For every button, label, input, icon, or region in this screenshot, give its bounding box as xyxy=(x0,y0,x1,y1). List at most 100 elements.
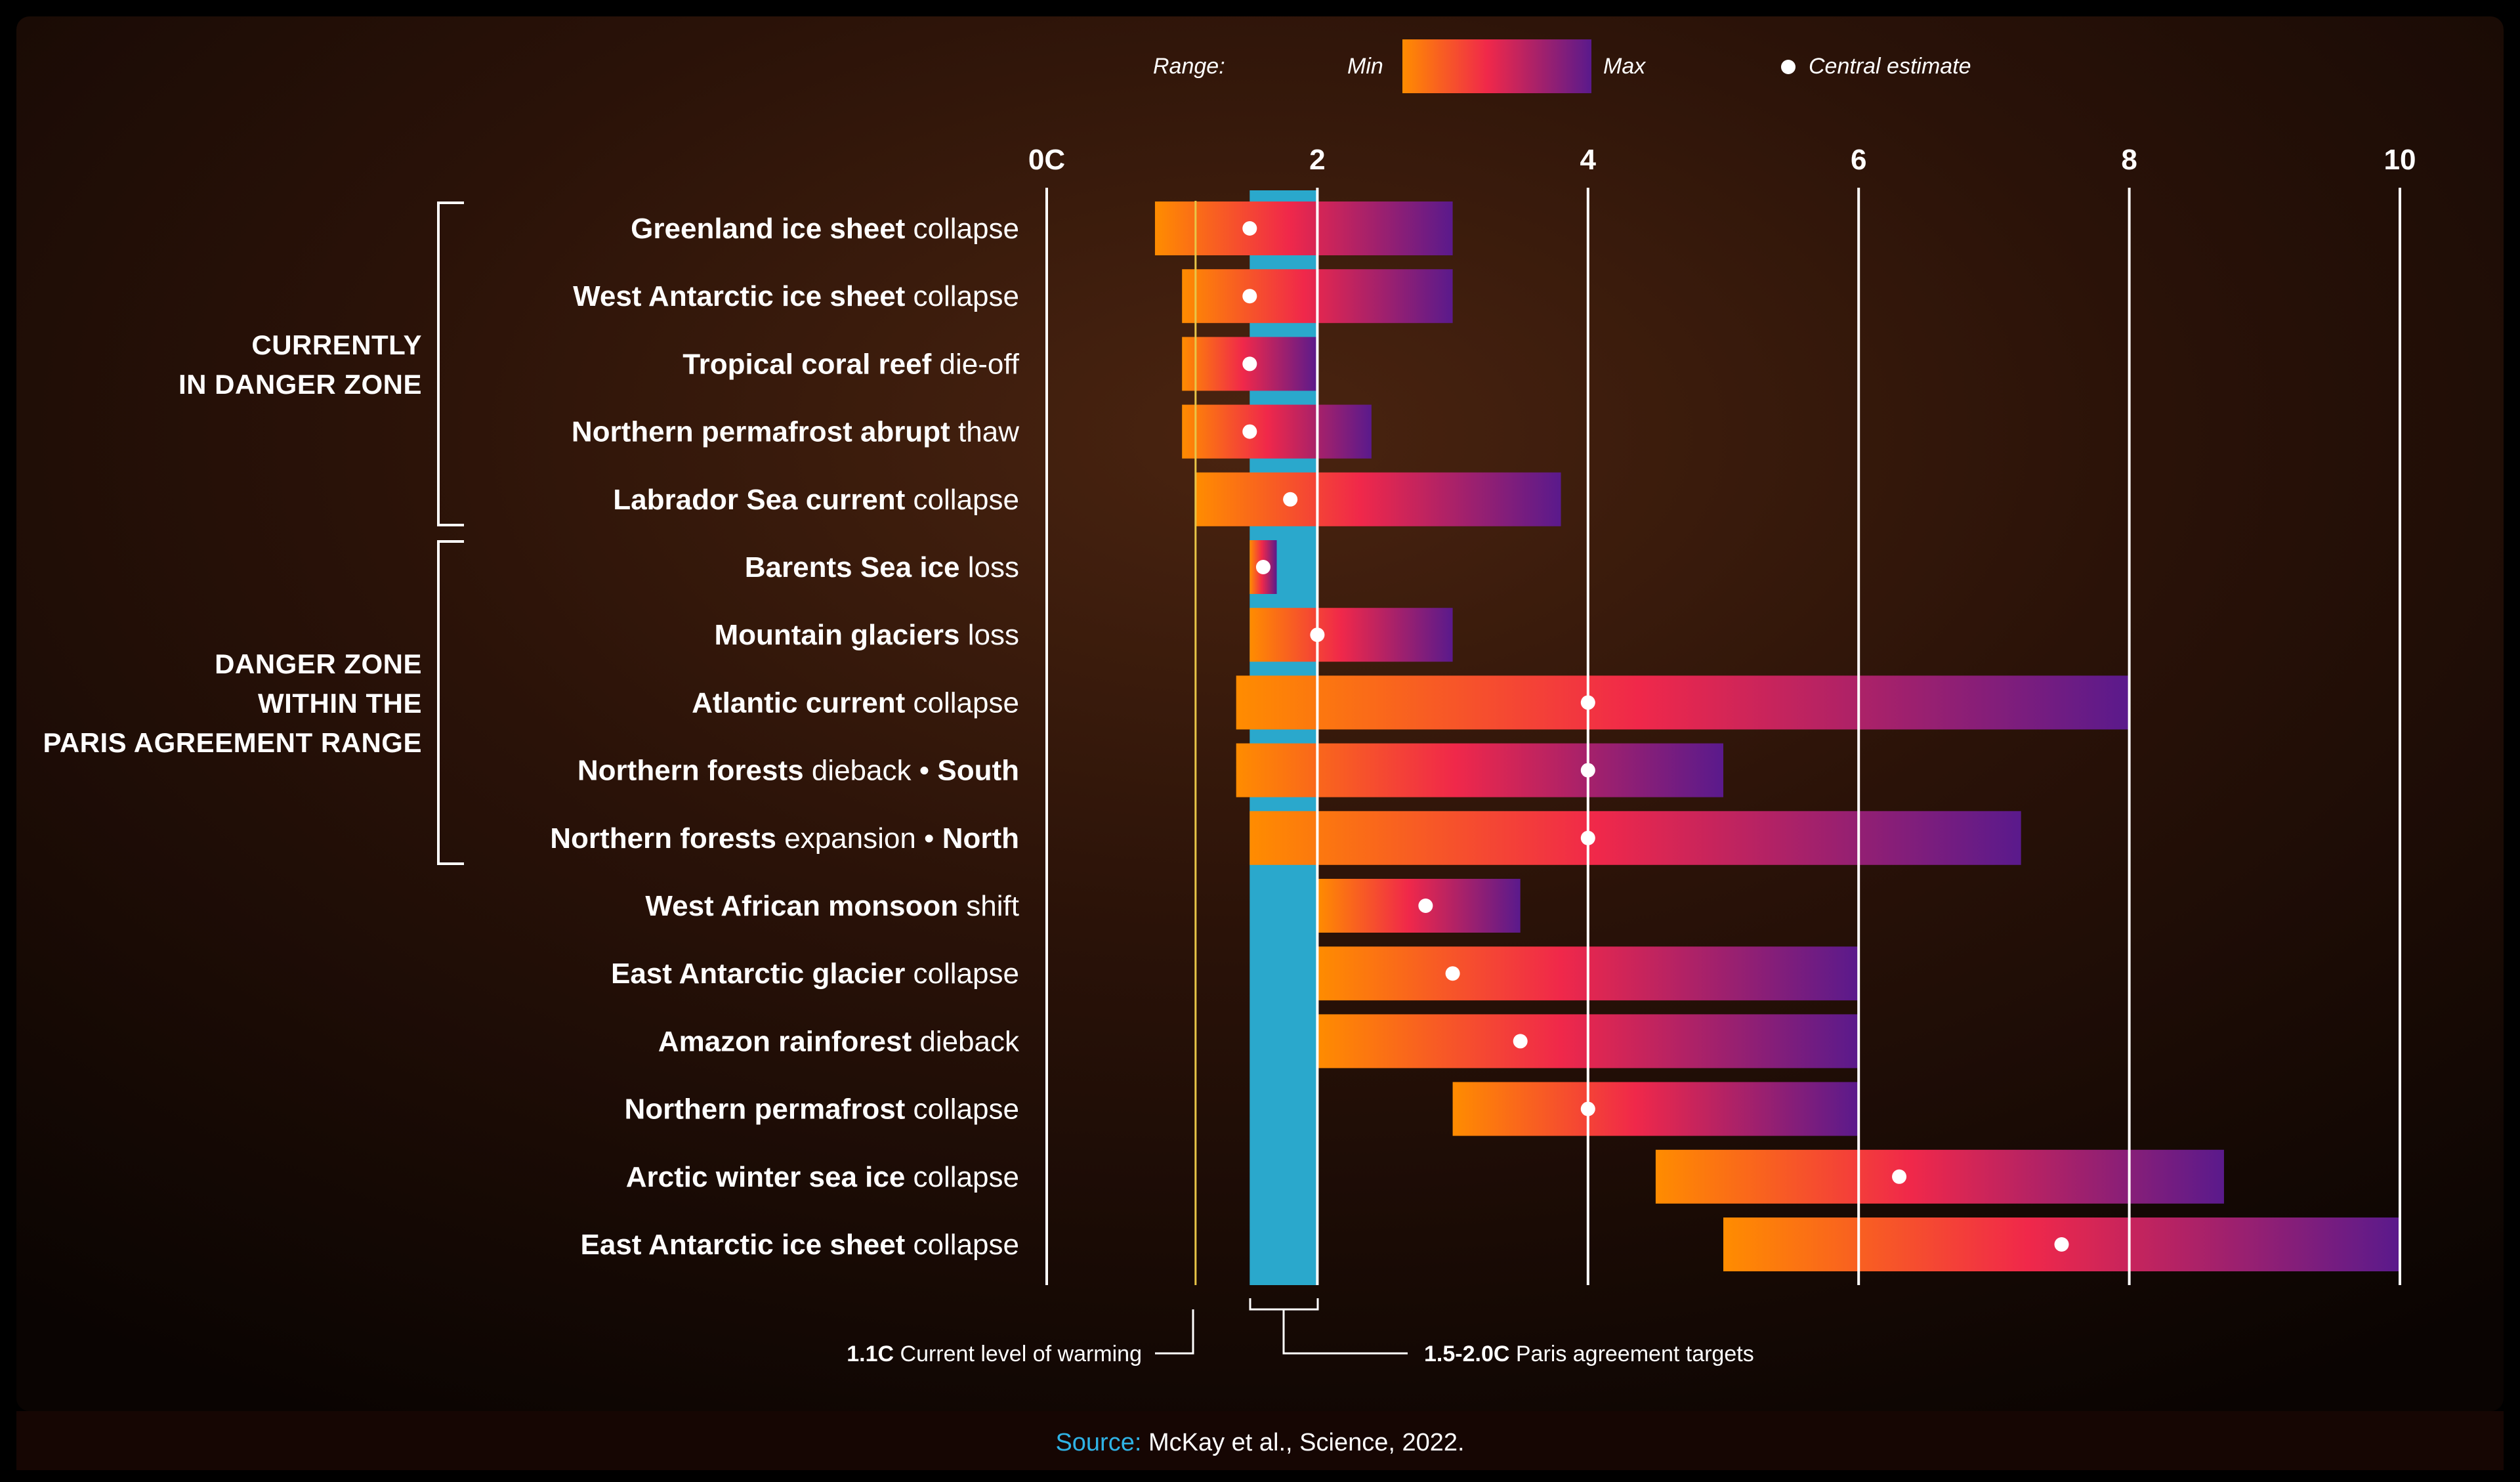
bracket-currently xyxy=(437,201,464,526)
row-label-bold: Mountain glaciers xyxy=(714,619,959,651)
central-estimate-dot xyxy=(1242,221,1257,236)
range-bar xyxy=(1452,1082,1859,1136)
row-label-bold: East Antarctic ice sheet xyxy=(581,1229,906,1261)
annotation-current-value: 1.1C xyxy=(847,1342,894,1366)
row-label-rest: thaw xyxy=(950,416,1019,448)
row-label: Greenland ice sheet collapse xyxy=(631,213,1019,245)
range-bar xyxy=(1154,201,1453,255)
group-paris: DANGER ZONE WITHIN THE PARIS AGREEMENT R… xyxy=(43,540,464,865)
row-label-bold: Atlantic current xyxy=(692,687,906,719)
row-label-rest: dieback xyxy=(912,1025,1020,1057)
row-label: Mountain glaciers loss xyxy=(714,619,1019,651)
source-bar xyxy=(16,1411,2504,1470)
bars-layer xyxy=(1154,201,2400,1271)
annotation-current-label: Current level of warming xyxy=(894,1342,1142,1366)
row-label: Northern permafrost collapse xyxy=(624,1093,1019,1126)
central-estimate-dot xyxy=(1445,966,1460,981)
source-prefix: Source: xyxy=(1055,1429,1141,1456)
x-tick-label: 6 xyxy=(1851,144,1866,176)
row-label: Barents Sea ice loss xyxy=(745,551,1019,583)
row-label-rest: collapse xyxy=(905,280,1019,312)
x-tick-label: 0C xyxy=(1028,144,1065,176)
row-label-rest: expansion • xyxy=(776,822,942,855)
central-estimate-dot xyxy=(1310,627,1325,643)
x-tick-label: 4 xyxy=(1580,144,1597,176)
range-bar xyxy=(1236,743,1723,797)
central-estimate-dot xyxy=(2054,1237,2069,1252)
x-tick-label: 2 xyxy=(1309,144,1325,176)
row-label-rest: collapse xyxy=(905,1161,1019,1193)
row-label: Atlantic current collapse xyxy=(692,687,1019,719)
row-label: Labrador Sea current collapse xyxy=(613,484,1019,516)
central-estimate-dot xyxy=(1255,560,1270,574)
legend-gradient-swatch xyxy=(1402,39,1591,93)
central-estimate-dot xyxy=(1418,899,1433,913)
row-label-rest: shift xyxy=(958,890,1019,922)
central-estimate-dot xyxy=(1242,289,1257,304)
central-estimate-dot xyxy=(1242,356,1257,371)
row-label-rest: die-off xyxy=(931,348,1019,380)
legend: Range: Min Max Central estimate xyxy=(1153,39,1971,93)
group-paris-line3: PARIS AGREEMENT RANGE xyxy=(43,727,422,758)
group-currently: CURRENTLY IN DANGER ZONE xyxy=(178,201,464,526)
row-label-bold: East Antarctic glacier xyxy=(611,958,905,990)
row-labels: Greenland ice sheet collapse West Antarct… xyxy=(550,213,1020,1261)
row-label: Northern permafrost abrupt thaw xyxy=(572,416,1019,448)
bracket-paris xyxy=(437,540,464,865)
row-label-bold: West Antarctic ice sheet xyxy=(573,280,906,312)
row-label-rest: dieback • xyxy=(804,755,938,787)
central-dots-layer xyxy=(1242,221,2069,1252)
x-tick-labels: 0C 2 4 6 8 10 xyxy=(1028,144,2416,176)
row-label-rest: collapse xyxy=(905,484,1019,516)
central-estimate-dot xyxy=(1580,1101,1595,1116)
central-estimate-dot xyxy=(1513,1034,1528,1049)
row-label-rest: collapse xyxy=(905,958,1019,990)
annotation-paris: 1.5-2.0C Paris agreement targets xyxy=(1249,1298,1754,1366)
row-label-bold: Tropical coral reef xyxy=(682,348,931,380)
row-label-rest: collapse xyxy=(905,1229,1019,1261)
row-label-bold-suffix: North xyxy=(942,822,1019,855)
annotation-paris-value: 1.5-2.0C xyxy=(1424,1342,1509,1366)
annotation-current-leader xyxy=(1155,1309,1194,1355)
central-estimate-dot xyxy=(1580,763,1595,778)
group-currently-line1: CURRENTLY xyxy=(251,329,422,360)
central-estimate-dot xyxy=(1580,695,1595,710)
annotation-paris-text: 1.5-2.0C Paris agreement targets xyxy=(1424,1342,1754,1366)
row-label-bold: Barents Sea ice xyxy=(745,551,960,583)
range-bar xyxy=(1250,608,1453,662)
row-label-rest: collapse xyxy=(905,1093,1019,1126)
central-estimate-dot xyxy=(1892,1169,1907,1184)
range-bar xyxy=(1655,1149,2224,1204)
row-label: Northern forests expansion • North xyxy=(550,822,1019,855)
central-estimate-dot xyxy=(1283,492,1298,507)
range-bar xyxy=(1182,404,1372,459)
row-label-bold-suffix: South xyxy=(937,755,1019,787)
central-estimate-dot xyxy=(1242,424,1257,439)
central-estimate-dot xyxy=(1580,830,1595,845)
row-label-bold: Labrador Sea current xyxy=(613,484,905,516)
row-label-rest: collapse xyxy=(905,213,1019,245)
range-bar xyxy=(1236,675,2130,730)
row-label-rest: loss xyxy=(960,619,1019,651)
row-label: Tropical coral reef die-off xyxy=(682,348,1020,380)
row-label-rest: collapse xyxy=(905,687,1019,719)
range-bar xyxy=(1250,811,2021,865)
legend-min-label: Min xyxy=(1347,54,1383,79)
row-label-bold: Arctic winter sea ice xyxy=(626,1161,906,1193)
source-citation: McKay et al., Science, 2022. xyxy=(1141,1429,1464,1456)
group-paris-line2: WITHIN THE xyxy=(258,688,422,719)
row-label-bold: Northern forests xyxy=(578,755,804,787)
row-label-bold: Northern forests xyxy=(550,822,776,855)
legend-range-label: Range: xyxy=(1153,54,1225,79)
legend-max-label: Max xyxy=(1603,54,1646,79)
row-label-bold: Northern permafrost xyxy=(624,1093,905,1126)
annotation-paris-leader xyxy=(1282,1309,1408,1355)
source-line: Source: McKay et al., Science, 2022. xyxy=(1055,1429,1464,1456)
row-label: Amazon rainforest dieback xyxy=(658,1025,1020,1057)
group-currently-line2: IN DANGER ZONE xyxy=(178,369,422,400)
annotation-current: 1.1C Current level of warming xyxy=(847,1309,1194,1366)
row-label: West African monsoon shift xyxy=(645,890,1019,922)
range-bar xyxy=(1195,472,1561,526)
row-label: East Antarctic ice sheet collapse xyxy=(581,1229,1019,1261)
